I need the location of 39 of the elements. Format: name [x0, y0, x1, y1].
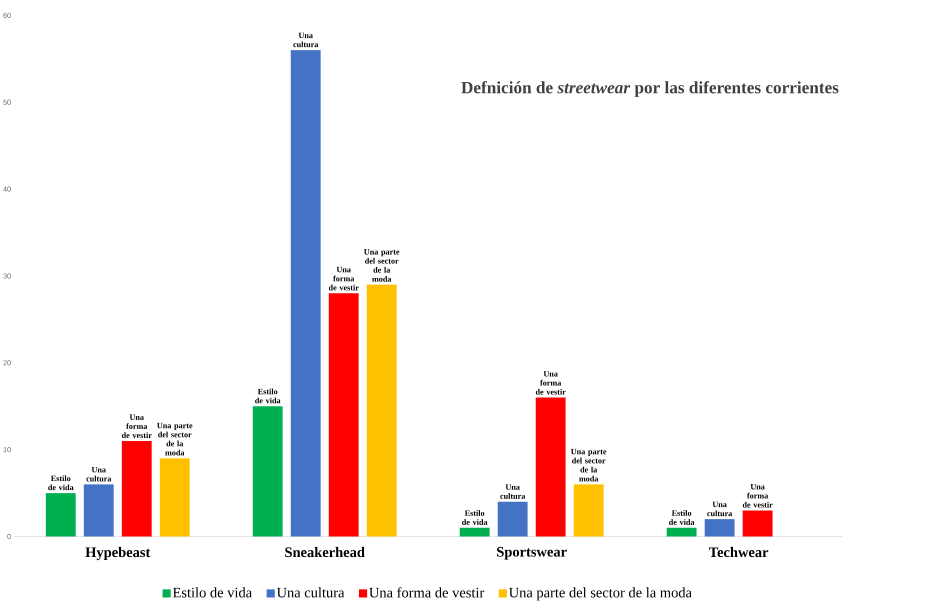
bar [290, 50, 321, 536]
data-label: Una parte del sector de la moda [157, 422, 192, 456]
bar [84, 484, 114, 536]
bar [498, 502, 528, 536]
data-label: Una forma de vestir [328, 266, 359, 290]
bar [742, 510, 773, 536]
bar [366, 284, 397, 536]
text: Defnición de streetwear por las diferentes corrientes [461, 81, 838, 97]
data-label: Estilo de vida [48, 475, 74, 490]
x-tick-label: Techwear [708, 546, 768, 558]
legend-label: Una cultura [276, 587, 344, 598]
bar [536, 397, 566, 536]
bar [46, 493, 76, 536]
legend-label: Una parte del sector de la moda [508, 587, 692, 600]
data-label: Una parte del sector de la moda [570, 448, 606, 482]
bar [160, 458, 190, 536]
data-label: Estilo de vida [462, 510, 488, 525]
legend-label: Estilo de vida [172, 587, 252, 598]
data-label: Una cultura [500, 484, 526, 499]
bar [574, 484, 604, 536]
data-label: Estilo de vida [669, 510, 694, 525]
data-label: Una forma de vestir [536, 371, 566, 395]
bar [328, 293, 359, 536]
bar [704, 519, 735, 536]
data-label: Una cultura [707, 502, 732, 516]
data-label: Una cultura [293, 32, 318, 48]
x-tick-label: Hypebeast [85, 546, 150, 560]
legend-label: Una forma de vestir [369, 587, 484, 598]
bar [460, 528, 490, 536]
data-label: Estilo de vida [255, 388, 280, 404]
bar [666, 528, 697, 536]
data-label: Una forma de vestir [122, 414, 152, 438]
x-tick-label: Sportswear [497, 546, 567, 560]
bar [122, 440, 152, 536]
data-label: Una cultura [86, 466, 112, 482]
x-tick-label: Sneakerhead [285, 546, 365, 558]
bar [252, 406, 283, 536]
data-label: Una parte del sector de la moda [364, 249, 400, 282]
data-label: Una forma de vestir [742, 484, 773, 508]
